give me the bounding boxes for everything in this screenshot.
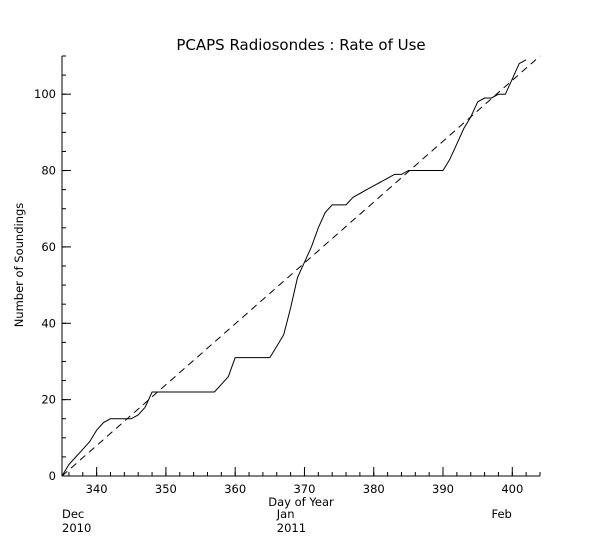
soundings-line bbox=[61, 59, 527, 477]
x-tick-label: 370 bbox=[293, 482, 315, 496]
month-label: Feb bbox=[492, 507, 512, 521]
x-tick-label: 340 bbox=[86, 482, 108, 496]
trend-line-dashed bbox=[61, 55, 541, 477]
y-tick-label: 60 bbox=[41, 240, 56, 254]
y-tick-label: 0 bbox=[49, 469, 56, 483]
y-tick-label: 40 bbox=[41, 316, 56, 330]
x-tick-label: 380 bbox=[363, 482, 385, 496]
year-label: 2011 bbox=[277, 521, 306, 535]
series-lines bbox=[61, 55, 541, 477]
chart-title: PCAPS Radiosondes : Rate of Use bbox=[176, 36, 425, 54]
month-label: Dec bbox=[62, 507, 84, 521]
y-tick-label: 20 bbox=[41, 393, 56, 407]
x-tick-label: 400 bbox=[501, 482, 523, 496]
x-tick-label: 350 bbox=[155, 482, 177, 496]
y-tick-label: 80 bbox=[41, 164, 56, 178]
x-tick-label: 390 bbox=[432, 482, 454, 496]
x-tick-label: 360 bbox=[224, 482, 246, 496]
y-tick-label: 100 bbox=[34, 87, 56, 101]
year-label: 2010 bbox=[62, 521, 91, 535]
month-label: Jan bbox=[276, 507, 295, 521]
y-axis-label: Number of Soundings bbox=[12, 203, 26, 328]
axis-ticks: 340 350 360 370 380 390 400 0 20 40 60 80 100 bbox=[34, 55, 541, 496]
x-axis-label: Day of Year bbox=[268, 495, 334, 509]
